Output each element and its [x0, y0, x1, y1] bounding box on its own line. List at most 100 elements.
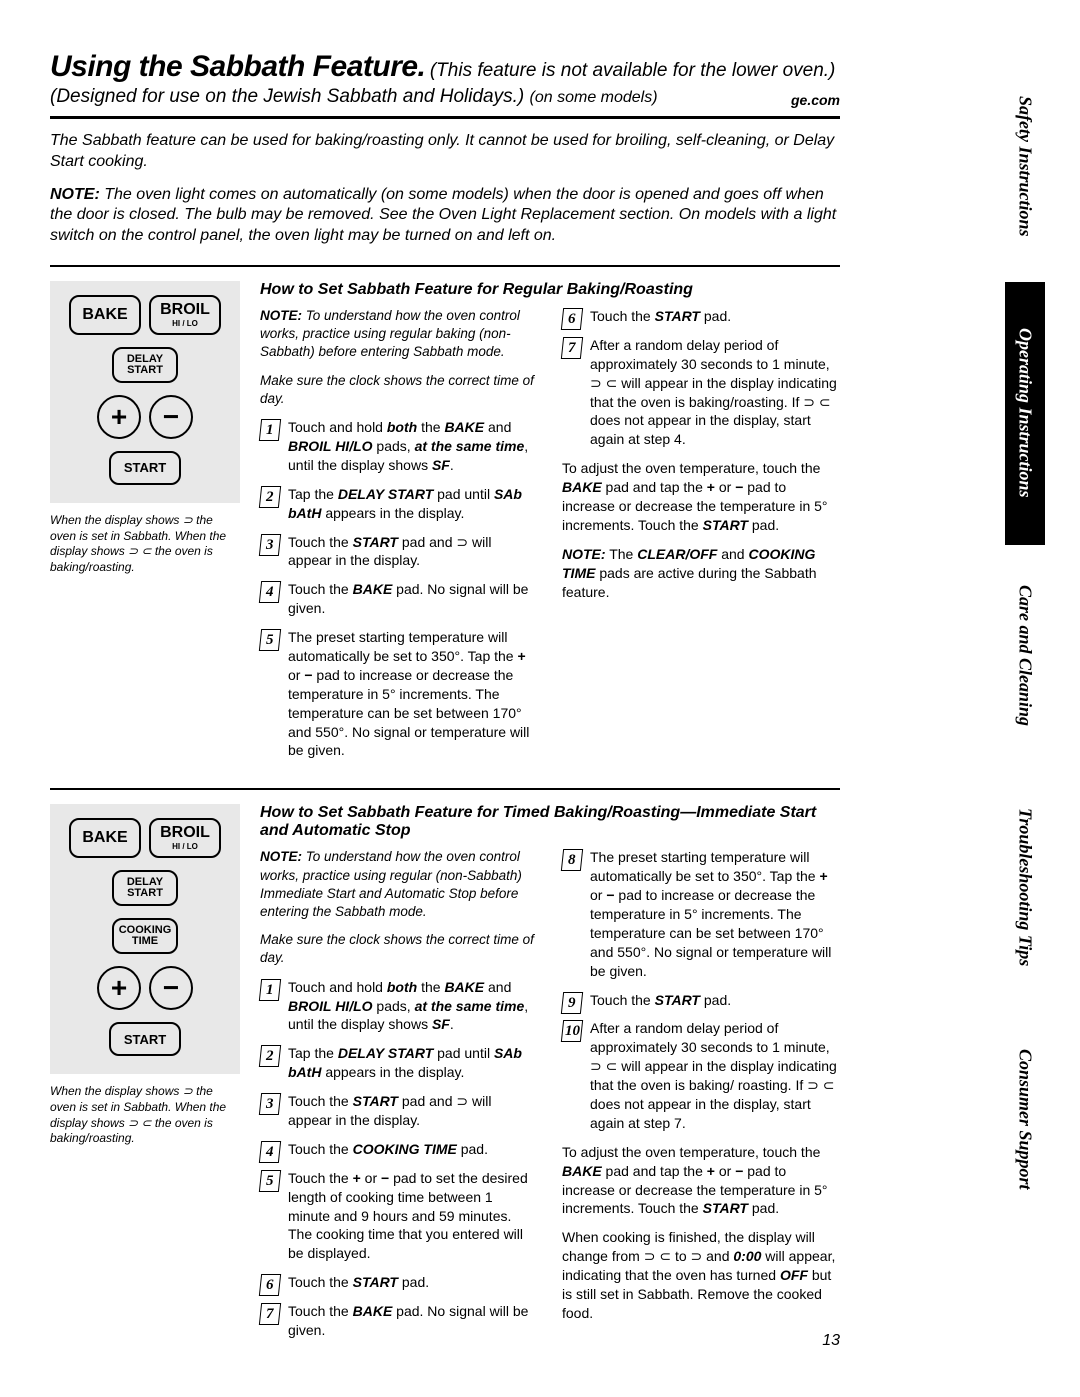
step-item: 7 Touch the BAKE pad. No signal will be g…	[260, 1302, 538, 1340]
minus-button[interactable]: −	[149, 966, 193, 1010]
title-main: Using the Sabbath Feature.	[50, 50, 425, 83]
panel-caption-2: When the display shows ⊃ the oven is set…	[50, 1084, 240, 1146]
step-text: Touch the COOKING TIME pad.	[288, 1141, 488, 1157]
page-title: Using the Sabbath Feature. (This feature…	[50, 50, 840, 119]
section2-heading: How to Set Sabbath Feature for Timed Bak…	[260, 804, 840, 840]
tab-operating[interactable]: Operating Instructions	[1005, 282, 1045, 545]
step-number-icon: 8	[561, 849, 583, 871]
title-sub2-small: (on some models)	[530, 89, 658, 106]
note-label: NOTE:	[50, 186, 100, 203]
step-text: Touch the START pad.	[590, 992, 731, 1008]
plus-button[interactable]: +	[97, 966, 141, 1010]
step-item: 2 Tap the DELAY START pad until SAb bAtH …	[260, 485, 538, 523]
start-button[interactable]: START	[109, 451, 181, 485]
step-text: Tap the DELAY START pad until SAb bAtH a…	[288, 1045, 522, 1080]
section1-clock-note: Make sure the clock shows the correct ti…	[260, 372, 538, 408]
section2-steps-right: 8 The preset starting temperature will au…	[562, 848, 840, 1132]
section2-finish: When cooking is finished, the display wi…	[562, 1228, 840, 1322]
section1-steps-left: 1 Touch and hold both the BAKE and BROIL …	[260, 418, 538, 760]
step-item: 5 The preset starting temperature will au…	[260, 628, 538, 760]
step-number-icon: 4	[259, 581, 281, 603]
step-item: 1 Touch and hold both the BAKE and BROIL …	[260, 978, 538, 1035]
section1-lead-note: NOTE: To understand how the oven control…	[260, 307, 538, 362]
step-text: Touch the START pad.	[590, 308, 731, 324]
step-number-icon: 9	[561, 992, 583, 1014]
step-item: 4Touch the COOKING TIME pad.	[260, 1140, 538, 1159]
step-number-icon: 7	[259, 1303, 281, 1325]
step-number-icon: 3	[259, 1093, 281, 1115]
tab-troubleshooting[interactable]: Troubleshooting Tips	[1005, 766, 1045, 1008]
step-number-icon: 6	[259, 1274, 281, 1296]
side-tabs: Safety Instructions Operating Instructio…	[1005, 50, 1045, 1230]
broil-button[interactable]: BROILHI / LO	[149, 295, 221, 335]
minus-button[interactable]: −	[149, 395, 193, 439]
broil-button[interactable]: BROILHI / LO	[149, 818, 221, 858]
section2-steps-left: 1 Touch and hold both the BAKE and BROIL …	[260, 978, 538, 1340]
title-sub1: (This feature is not available for the l…	[430, 60, 836, 81]
step-text: Touch the BAKE pad. No signal will be gi…	[288, 581, 528, 616]
bake-button[interactable]: BAKE	[69, 818, 141, 858]
section1-steps-right: 6 Touch the START pad. 7 After a random del…	[562, 307, 840, 449]
step-number-icon: 1	[259, 979, 281, 1001]
page-content: Using the Sabbath Feature. (This feature…	[50, 50, 840, 1350]
panel-caption-1: When the display shows ⊃ the oven is set…	[50, 513, 240, 575]
step-number-icon: 5	[259, 1170, 281, 1192]
section-regular: BAKE BROILHI / LO DELAYSTART + − START W…	[50, 265, 840, 770]
section-timed: BAKE BROILHI / LO DELAYSTART COOKINGTIME…	[50, 788, 840, 1350]
step-item: 6Touch the START pad.	[260, 1273, 538, 1292]
step-item: 4 Touch the BAKE pad. No signal will be g…	[260, 580, 538, 618]
tab-care[interactable]: Care and Cleaning	[1005, 545, 1045, 767]
step-number-icon: 6	[561, 308, 583, 330]
step-text: After a random delay period of approxima…	[590, 337, 837, 447]
page-number: 13	[822, 1332, 840, 1350]
step-text: The preset starting temperature will aut…	[288, 629, 529, 758]
note-body: The oven light comes on automatically (o…	[50, 186, 836, 245]
tab-safety[interactable]: Safety Instructions	[1005, 50, 1045, 282]
cooking-time-button[interactable]: COOKINGTIME	[112, 918, 178, 954]
step-text: Touch and hold both the BAKE and BROIL H…	[288, 419, 528, 473]
section2-clock-note: Make sure the clock shows the correct ti…	[260, 931, 538, 967]
step-text: The preset starting temperature will aut…	[590, 849, 831, 978]
step-item: 5 Touch the + or − pad to set the desired…	[260, 1169, 538, 1263]
control-panel-1: BAKE BROILHI / LO DELAYSTART + − START	[50, 281, 240, 503]
site-link[interactable]: ge.com	[791, 92, 840, 108]
note-text: NOTE: The oven light comes on automatica…	[50, 185, 840, 247]
step-text: After a random delay period of approxima…	[590, 1020, 837, 1130]
step-text: Touch the BAKE pad. No signal will be gi…	[288, 1303, 528, 1338]
step-text: Touch the START pad and ⊃ will appear in…	[288, 1093, 491, 1128]
step-number-icon: 3	[259, 534, 281, 556]
step-text: Touch the START pad and ⊃ will appear in…	[288, 534, 491, 569]
step-item: 1 Touch and hold both the BAKE and BROIL …	[260, 418, 538, 475]
tab-consumer[interactable]: Consumer Support	[1005, 1008, 1045, 1230]
plus-button[interactable]: +	[97, 395, 141, 439]
step-text: Touch and hold both the BAKE and BROIL H…	[288, 979, 528, 1033]
section2-adjust: To adjust the oven temperature, touch th…	[562, 1143, 840, 1219]
step-text: Touch the + or − pad to set the desired …	[288, 1170, 528, 1262]
delay-start-button[interactable]: DELAYSTART	[112, 870, 178, 906]
title-sub2: (Designed for use on the Jewish Sabbath …	[50, 86, 524, 107]
step-text: Tap the DELAY START pad until SAb bAtH a…	[288, 486, 522, 521]
step-item: 8 The preset starting temperature will au…	[562, 848, 840, 980]
step-item: 2 Tap the DELAY START pad until SAb bAtH …	[260, 1044, 538, 1082]
bake-button[interactable]: BAKE	[69, 295, 141, 335]
section2-lead-note: NOTE: To understand how the oven control…	[260, 848, 538, 921]
step-number-icon: 1	[259, 419, 281, 441]
section1-heading: How to Set Sabbath Feature for Regular B…	[260, 281, 840, 299]
section1-tail-note: NOTE: The CLEAR/OFF and COOKING TIME pad…	[562, 545, 840, 602]
step-number-icon: 2	[259, 486, 281, 508]
step-item: 9Touch the START pad.	[562, 991, 840, 1010]
step-number-icon: 7	[561, 337, 583, 359]
control-panel-2: BAKE BROILHI / LO DELAYSTART COOKINGTIME…	[50, 804, 240, 1074]
intro-text: The Sabbath feature can be used for baki…	[50, 131, 840, 173]
step-item: 7 After a random delay period of approxim…	[562, 336, 840, 449]
step-number-icon: 10	[561, 1020, 583, 1042]
delay-start-button[interactable]: DELAYSTART	[112, 347, 178, 383]
step-number-icon: 4	[259, 1141, 281, 1163]
step-item: 3 Touch the START pad and ⊃ will appear i…	[260, 1092, 538, 1130]
step-number-icon: 2	[259, 1045, 281, 1067]
step-item: 3 Touch the START pad and ⊃ will appear i…	[260, 533, 538, 571]
start-button[interactable]: START	[109, 1022, 181, 1056]
step-text: Touch the START pad.	[288, 1274, 429, 1290]
step-number-icon: 5	[259, 629, 281, 651]
step-item: 10 After a random delay period of approxi…	[562, 1019, 840, 1132]
